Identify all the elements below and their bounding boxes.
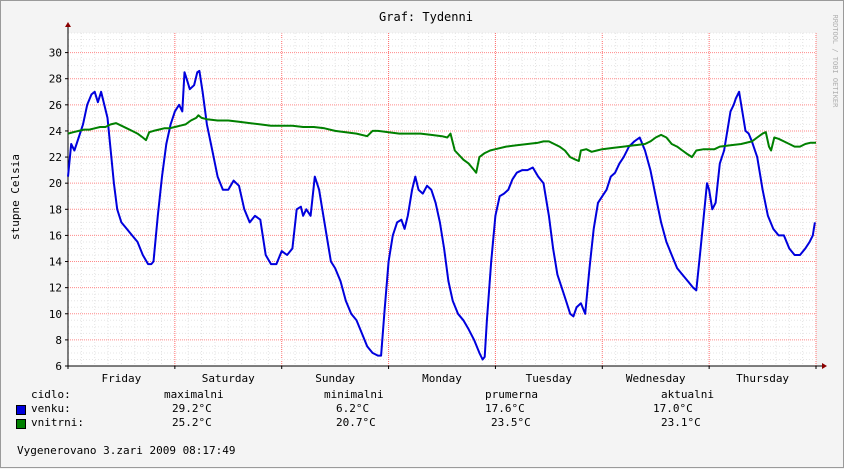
y-tick-label: 24	[49, 125, 63, 138]
x-tick-label: Friday	[102, 372, 142, 385]
y-axis-label: stupne Celsia	[9, 154, 22, 240]
y-tick-label: 10	[49, 308, 62, 321]
x-tick-label: Thursday	[736, 372, 789, 385]
y-tick-label: 6	[55, 360, 62, 373]
x-tick-label: Sunday	[315, 372, 355, 385]
y-tick-label: 26	[49, 99, 62, 112]
axes: 6 8 10 12 14 16 18 20 22 24 26 28 30 Friday Saturday Su…	[49, 22, 827, 385]
y-tick-label: 18	[49, 203, 62, 216]
y-tick-label: 28	[49, 73, 62, 86]
grid	[67, 32, 817, 367]
x-tick-label: Tuesday	[526, 372, 573, 385]
x-axis-arrow	[822, 363, 827, 369]
series-line-vnitrni	[67, 114, 816, 174]
y-tick-label: 30	[49, 47, 62, 60]
y-tick-label: 16	[49, 229, 62, 242]
y-tick-label: 20	[49, 177, 62, 190]
series	[67, 69, 816, 361]
y-tick-label: 8	[55, 334, 62, 347]
y-axis-arrow	[65, 22, 71, 27]
watermark: RRDTOOL / TOBI OETIKER	[831, 15, 839, 109]
series-line-venku	[67, 69, 816, 361]
y-tick-label: 12	[49, 282, 62, 295]
x-tick-label: Saturday	[202, 372, 255, 385]
plot-area	[68, 33, 816, 366]
y-tick-label: 14	[49, 256, 63, 269]
chart-title: Graf: Tydenni	[379, 10, 473, 24]
y-tick-label: 22	[49, 151, 62, 164]
x-tick-label: Monday	[422, 372, 462, 385]
x-tick-label: Wednesday	[626, 372, 686, 385]
